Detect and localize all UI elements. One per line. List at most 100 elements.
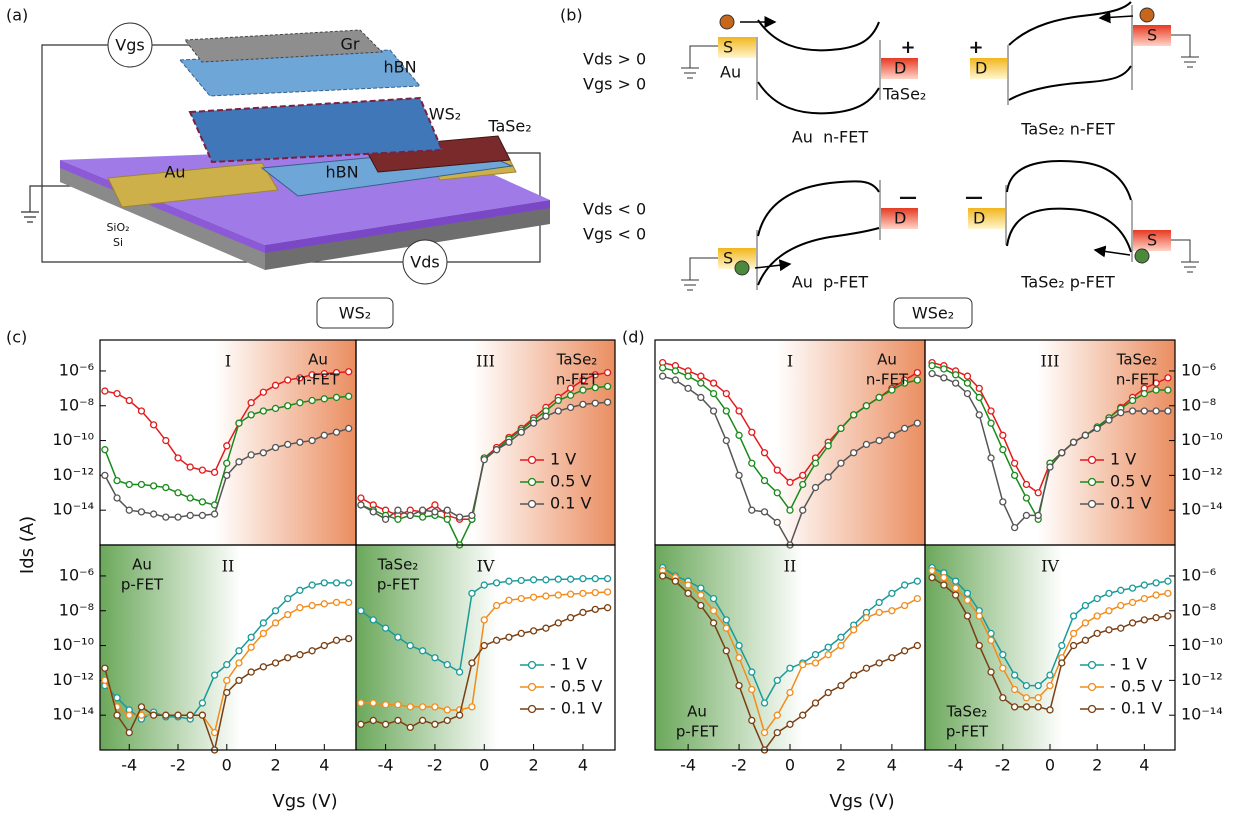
data-point (1093, 612, 1101, 620)
contact-label: S (1147, 231, 1157, 250)
data-point (517, 594, 525, 603)
gold-electrode (107, 162, 279, 208)
data-point (505, 577, 513, 585)
x-tick-label: -2 (427, 756, 443, 775)
data-point (697, 372, 705, 380)
legend-label: 1 V (550, 450, 576, 469)
data-point (308, 581, 316, 589)
data-point (223, 471, 231, 480)
data-point (174, 454, 182, 462)
data-point (137, 508, 146, 516)
data-point (591, 605, 599, 614)
x-tick-label: -2 (995, 756, 1011, 775)
data-point (492, 636, 501, 644)
data-point (247, 643, 255, 651)
data-point (658, 372, 667, 380)
data-point (443, 716, 451, 725)
data-point (320, 395, 328, 403)
y-tick-label: 10⁻¹⁰ (1181, 635, 1223, 654)
contact-label: S (723, 38, 733, 57)
data-point (223, 459, 231, 467)
data-point (235, 419, 243, 427)
ground (681, 67, 699, 79)
data-point (137, 703, 146, 711)
data-point (875, 598, 883, 607)
data-point (963, 379, 972, 387)
data-point (1140, 407, 1148, 415)
data-point (529, 576, 538, 584)
data-point (332, 428, 341, 436)
legend-label: - 0.1 V (1110, 699, 1162, 718)
data-point (296, 586, 304, 594)
data-point (149, 421, 158, 429)
data-point (928, 567, 936, 575)
data-point (658, 364, 667, 372)
data-point (247, 399, 255, 407)
x-axis-label: Vgs (V) (272, 791, 337, 812)
data-point (888, 386, 896, 394)
data-point (940, 365, 948, 373)
annotation: Au (132, 556, 152, 574)
region-shade (925, 545, 1175, 750)
caption: TaSe₂ n-FET (1020, 120, 1115, 139)
data-point (850, 671, 858, 679)
data-point (748, 428, 756, 436)
data-point (296, 651, 304, 659)
data-point (773, 711, 781, 719)
legend-marker (1087, 704, 1097, 714)
data-point (1069, 629, 1078, 638)
material: TaSe₂ (882, 85, 926, 104)
data-point (1046, 706, 1054, 714)
data-point (431, 508, 439, 516)
data-point (149, 482, 158, 490)
legend-label: - 1 V (1110, 655, 1147, 674)
annotation: Au (877, 351, 897, 369)
region-label: III (1041, 352, 1060, 371)
legend-label: 0.5 V (550, 472, 592, 491)
data-point (913, 376, 922, 384)
data-point (786, 720, 794, 728)
data-point (1081, 601, 1090, 610)
data-point (1128, 598, 1137, 607)
data-point (1046, 671, 1054, 679)
data-point (271, 443, 280, 452)
x-tick-label: -4 (680, 756, 696, 775)
data-point (271, 607, 280, 615)
data-point (913, 594, 922, 603)
data-point (418, 716, 427, 725)
band-edge (757, 227, 880, 286)
data-point (773, 676, 781, 685)
annotation: Au (308, 351, 328, 369)
y-tick-label: 10⁻¹⁰ (52, 430, 94, 449)
data-point (987, 419, 995, 427)
data-point (1081, 431, 1090, 439)
data-point (332, 393, 341, 402)
data-point (811, 699, 820, 707)
device: Vgs Vds Gr hBN WS₂ TaSe₂ Au hBN SiO₂ Si (21, 22, 550, 285)
annotation: TaSe₂ (1116, 351, 1158, 369)
data-point (786, 478, 794, 486)
data-point (786, 664, 794, 672)
material-label: WSe₂ (912, 304, 954, 323)
data-point (137, 480, 146, 489)
data-point (443, 706, 451, 714)
data-point (443, 661, 451, 669)
data-point (735, 641, 743, 650)
wire (41, 44, 403, 263)
data-point (722, 624, 730, 632)
data-point (1010, 685, 1019, 694)
y-tick-label: 10⁻⁶ (59, 565, 94, 584)
data-point (850, 411, 858, 419)
data-point (554, 591, 562, 599)
y-tick-label: 10⁻¹⁴ (52, 705, 94, 724)
data-point (975, 393, 983, 402)
data-point (579, 376, 587, 384)
data-point (722, 407, 730, 415)
data-point (1117, 586, 1125, 594)
data-point (284, 376, 292, 384)
data-point (113, 711, 121, 719)
data-point (684, 372, 692, 380)
data-point (760, 449, 769, 457)
data-point (210, 671, 219, 679)
data-point (862, 402, 871, 410)
